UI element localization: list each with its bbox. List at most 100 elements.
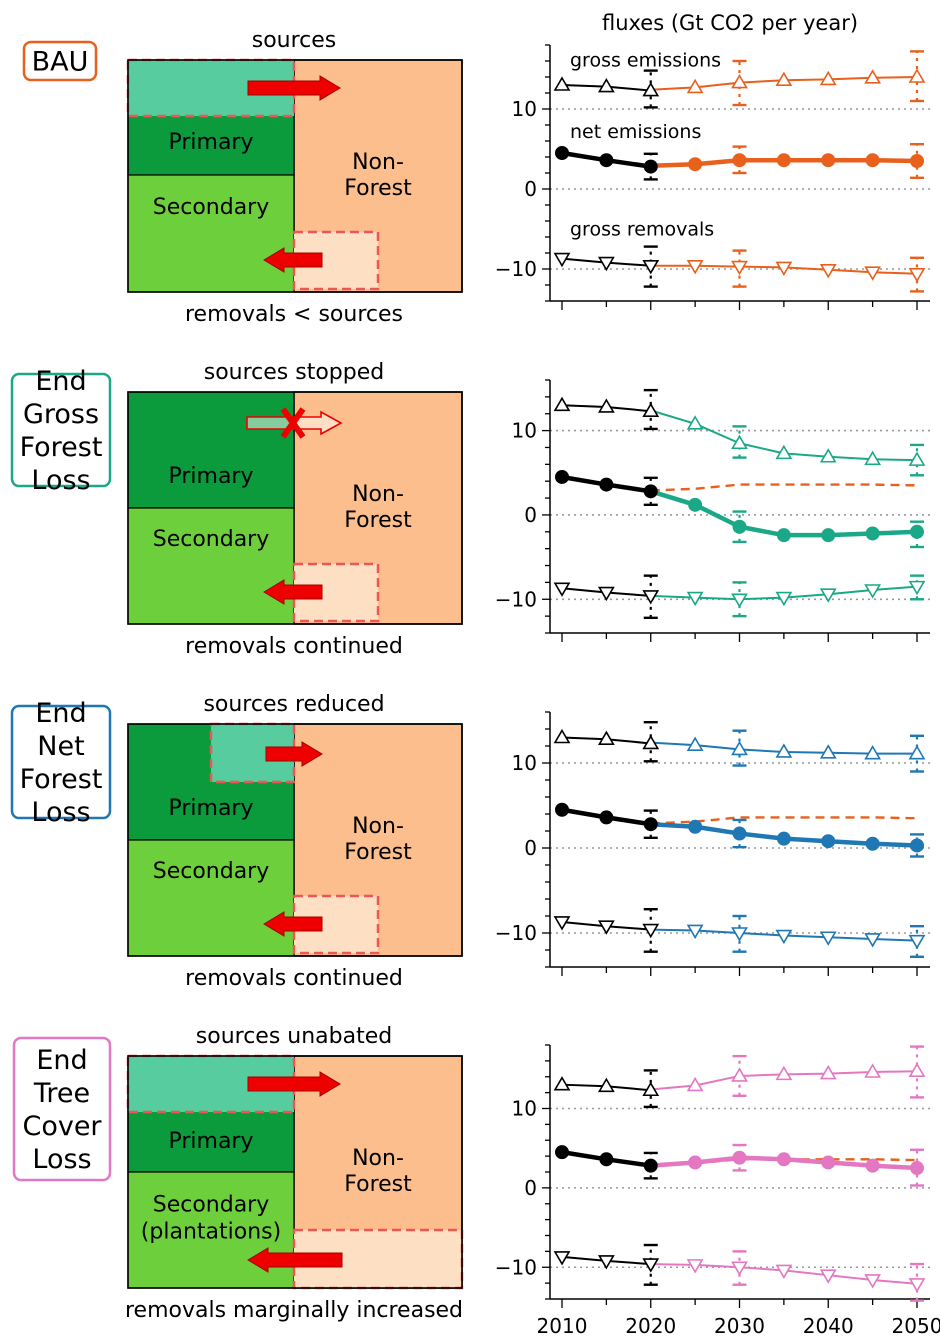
history-gross-emissions-marker xyxy=(553,76,571,91)
bau-reference-line xyxy=(650,483,918,492)
history-net-emissions-marker xyxy=(555,469,569,484)
error-bar-2030 xyxy=(732,510,747,544)
history-gross-emissions-marker xyxy=(553,396,571,412)
diagram-bottom-text: removals continued xyxy=(185,966,403,991)
history-gross-removals-marker xyxy=(597,1255,615,1270)
secondary-forest-area xyxy=(127,507,295,625)
history-gross-removals-marker xyxy=(553,582,571,597)
scenario-label-line-2: Forest xyxy=(20,764,103,795)
removal-arrow xyxy=(263,247,323,273)
scenario-net-emissions-marker xyxy=(688,497,703,512)
series-annotation: gross emissions xyxy=(570,50,721,72)
scenario-net-emissions-marker xyxy=(865,1158,880,1173)
y-tick-label: 10 xyxy=(512,97,537,121)
history-gross-removals-marker xyxy=(642,260,660,275)
y-tick-label: 0 xyxy=(524,503,537,527)
scenario-gross-removals-marker xyxy=(864,584,882,599)
source-arrow xyxy=(247,75,341,101)
scenario-gross-emissions-marker xyxy=(908,68,926,83)
scenario-net-emissions-marker xyxy=(688,1155,703,1170)
scenario-gross-emissions-marker xyxy=(775,444,793,460)
scenario-gross-emissions-marker xyxy=(731,740,748,756)
history-gross-removals-marker xyxy=(597,586,615,602)
secondary-forest-area xyxy=(127,839,295,957)
figure-title: fluxes (Gt CO2 per year) xyxy=(602,11,858,35)
history-gross-removals-marker xyxy=(553,1251,571,1266)
scenario-net-emissions-marker xyxy=(732,153,747,168)
scenario-gross-emissions-marker xyxy=(775,71,793,86)
series-annotation: net emissions xyxy=(570,121,701,143)
y-tick-label: 10 xyxy=(512,1097,537,1121)
x-tick-label: 2040 xyxy=(803,1314,854,1338)
history-gross-removals-marker xyxy=(597,256,615,272)
error-bar-2020 xyxy=(643,1151,658,1180)
error-bar-2030 xyxy=(732,818,747,849)
scenario-gross-removals-marker xyxy=(686,924,704,940)
scenario-net-emissions-marker xyxy=(776,831,791,846)
scenario-gross-removals-marker xyxy=(819,931,837,946)
nonforest-label-1: Forest xyxy=(344,508,412,533)
scenario-gross-removals-marker xyxy=(775,1264,793,1280)
diagram-frame xyxy=(127,59,463,293)
scenario-net-emissions-marker xyxy=(910,838,924,853)
secondary-label-0: Secondary xyxy=(153,859,270,884)
scenario-net-emissions-marker xyxy=(821,834,836,849)
y-tick-label: 10 xyxy=(512,419,537,443)
history-gross-emissions-marker xyxy=(642,82,660,97)
y-tick-label: 10 xyxy=(512,751,537,775)
error-bar-2020 xyxy=(643,388,658,431)
scenario-label-line-0: End xyxy=(36,1045,87,1076)
primary-forest-area xyxy=(127,391,295,509)
scenario-gross-emissions-marker xyxy=(819,448,837,463)
scenario-gross-emissions-marker xyxy=(908,451,926,466)
error-bar-2020 xyxy=(643,574,658,620)
diagram-bottom-text: removals < sources xyxy=(185,302,403,327)
y-tick-label: −10 xyxy=(495,921,537,945)
scenario-gross-removals-marker xyxy=(864,1274,882,1289)
scenario-gross-removals-marker xyxy=(908,580,926,596)
scenario-gross-emissions-marker xyxy=(686,78,704,94)
scenario-gross-removals-marker xyxy=(731,593,748,608)
scenario-label-line-1: Tree xyxy=(33,1078,90,1109)
primary-label-0: Primary xyxy=(168,1129,253,1154)
error-bar-2050 xyxy=(910,925,924,958)
flux-chart-3: −10 0 10 2010 2020 2030 2040 2050 xyxy=(495,1044,940,1338)
secondary-label-0: Secondary xyxy=(153,195,270,220)
primary-label-0: Primary xyxy=(168,796,253,821)
scenario-gross-removals-marker xyxy=(775,591,793,607)
scenario-gross-removals-marker xyxy=(731,260,748,276)
scenario-gross-emissions-marker xyxy=(731,74,748,89)
error-bar-2020 xyxy=(643,721,658,763)
nonforest-label-1: Forest xyxy=(344,176,412,201)
scenario-gross-removals-marker xyxy=(819,1269,837,1284)
flux-chart-0: −10 0 10 gross emissions net emissions gross … xyxy=(495,44,930,310)
nonforest-label-0: Non- xyxy=(352,814,404,839)
scenario-label-line-1: Gross xyxy=(23,399,99,430)
history-net-emissions-marker xyxy=(599,153,614,168)
scenario-gross-emissions-marker xyxy=(864,1063,882,1078)
scenario-gross-emissions-marker xyxy=(686,415,704,430)
scenario-net-emissions-marker xyxy=(865,526,880,541)
scenario-net-emissions-marker xyxy=(910,524,924,539)
scenario-gross-removals-marker xyxy=(864,266,882,281)
scenario-net-emissions-marker xyxy=(776,153,791,168)
y-tick-label: −10 xyxy=(495,587,537,611)
scenario-gross-emissions-marker xyxy=(819,1064,837,1080)
scenario-gross-removals-marker xyxy=(775,929,793,945)
history-gross-emissions-marker xyxy=(597,78,615,93)
scenario-gross-removals-marker xyxy=(686,260,704,275)
diagram-frame xyxy=(127,1055,463,1289)
scenario-net-emissions-marker xyxy=(732,826,747,841)
scenario-label-line-3: Loss xyxy=(31,465,90,496)
scenario-label-box xyxy=(10,372,112,488)
history-gross-emissions-marker xyxy=(642,402,660,418)
scenario-gross-removals-marker xyxy=(908,934,926,950)
scenario-label-line-3: Loss xyxy=(32,1144,91,1175)
error-bar-2030 xyxy=(732,1143,747,1172)
error-bar-2020 xyxy=(643,476,658,507)
scenario-gross-emissions-marker xyxy=(864,69,882,84)
scenario-gross-removals-marker xyxy=(686,591,704,607)
scenario-gross-emissions-marker xyxy=(908,745,926,760)
history-net-emissions-marker xyxy=(599,477,614,492)
